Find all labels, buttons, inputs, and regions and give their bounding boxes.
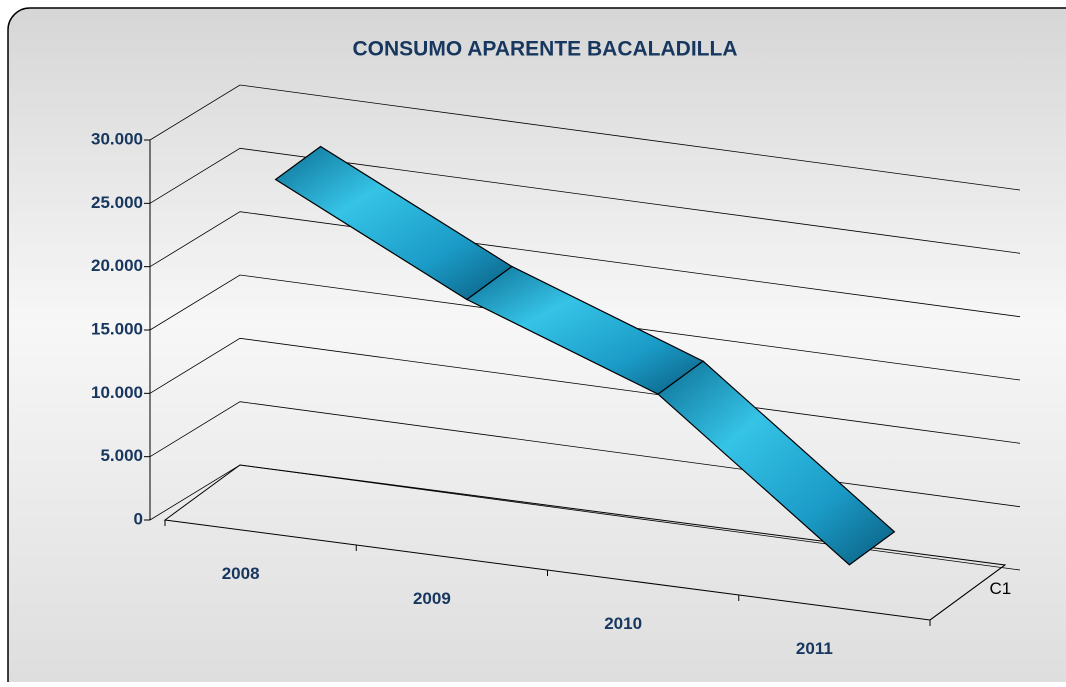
y-tick-label: 5.000 [100, 446, 143, 465]
chart-title: CONSUMO APARENTE BACALADILLA [353, 38, 738, 61]
series-label: C1 [990, 579, 1012, 598]
chart-frame [7, 7, 1066, 687]
grid-line [149, 84, 1021, 191]
y-tick-label: 10.000 [91, 383, 143, 402]
grid-line [149, 211, 1021, 318]
y-tick-label: 0 [134, 509, 143, 528]
x-tick-label: 2009 [413, 589, 451, 608]
y-tick-label: 15.000 [91, 319, 143, 338]
x-tick-label: 2011 [796, 639, 833, 658]
grid-line [149, 147, 1021, 254]
x-tick-label: 2008 [222, 564, 260, 583]
grid-line [149, 464, 1021, 571]
grid-line [149, 274, 1021, 381]
y-tick-label: 20.000 [91, 256, 143, 275]
y-tick-label: 30.000 [91, 129, 143, 148]
depth-axis [929, 564, 1006, 621]
y-tick-label: 25.000 [91, 193, 143, 212]
plot-area: 0 5.000 10.000 15.000 20.000 25.000 30.000 2008… [91, 84, 1021, 658]
ribbon-segment [657, 360, 896, 566]
x-tick-label: 2010 [604, 614, 642, 633]
grid-line [149, 337, 1021, 444]
